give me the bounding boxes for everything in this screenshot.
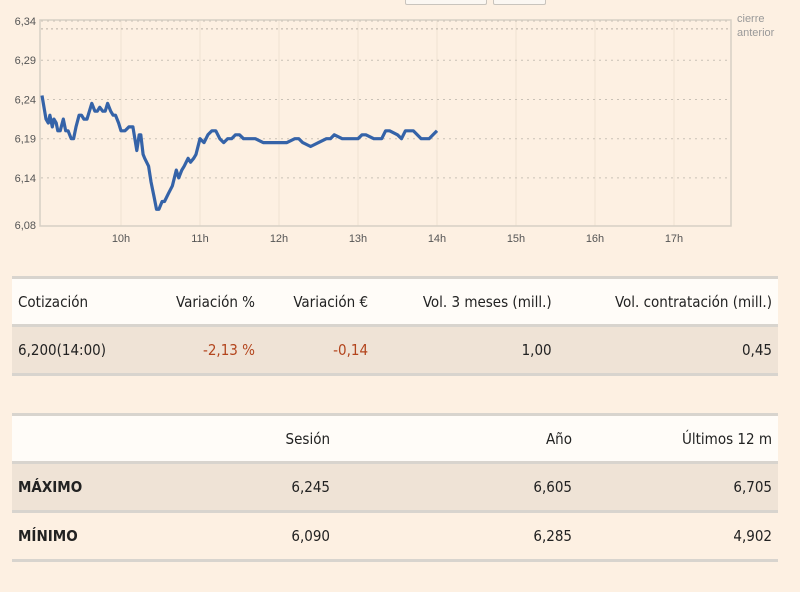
x-tick-label: 14h <box>428 233 446 245</box>
y-tick-label: 6,14 <box>15 173 36 185</box>
intraday-price-chart: 6,34 6,29 6,24 6,19 6,14 6,08 10h 11h 12h 13h 14h… <box>15 16 732 245</box>
col-variacion-pct: Variación % <box>176 292 255 311</box>
minimo-12m: 4,902 <box>733 527 772 545</box>
minimo-sesion: 6,090 <box>291 527 330 545</box>
cotizacion-value: 6,200(14:00) <box>18 341 107 359</box>
x-tick-label: 11h <box>191 233 209 245</box>
previous-close-note: cierre anterior <box>737 13 775 39</box>
y-axis-ticks: 6,34 6,29 6,24 6,19 6,14 6,08 <box>15 16 36 232</box>
col-ultimos-12m: Últimos 12 m <box>682 429 772 448</box>
x-tick-label: 17h <box>665 233 683 245</box>
table-row-minimo: MÍNIMO 6,090 6,285 4,902 <box>12 511 778 561</box>
quote-row: 6,200(14:00) -2,13 % -0,14 1,00 0,45 <box>12 325 778 375</box>
chart-range-button-2[interactable] <box>493 0 546 5</box>
y-tick-label: 6,08 <box>15 220 36 232</box>
col-cotizacion: Cotización <box>18 292 89 311</box>
row-label: MÍNIMO <box>18 527 78 545</box>
plot-area-border <box>39 19 732 227</box>
col-sesion: Sesión <box>285 429 330 448</box>
table-row-maximo: MÁXIMO 6,245 6,605 6,705 <box>12 462 778 512</box>
variacion-eur-value: -0,14 <box>333 341 369 359</box>
vol-3-meses-value: 1,00 <box>521 341 552 359</box>
col-vol-contratacion: Vol. contratación (mill.) <box>614 292 772 311</box>
range-table: Sesión Año Últimos 12 m MÁXIMO 6,245 6,6… <box>12 413 778 562</box>
quote-table: Cotización Variación % Variación € Vol. … <box>12 276 778 376</box>
y-tick-label: 6,19 <box>15 134 36 146</box>
x-tick-label: 16h <box>586 233 604 245</box>
maximo-ano: 6,605 <box>533 478 572 496</box>
minimo-ano: 6,285 <box>533 527 572 545</box>
col-vol-3-meses: Vol. 3 meses (mill.) <box>422 292 552 311</box>
x-axis-ticks: 10h 11h 12h 13h 14h 15h 16h 17h <box>112 233 683 245</box>
y-tick-label: 6,34 <box>15 16 36 28</box>
col-variacion-eur: Variación € <box>293 292 369 311</box>
vol-contratacion-value: 0,45 <box>741 341 772 359</box>
price-line <box>40 95 439 211</box>
chart-grid <box>41 20 730 226</box>
maximo-sesion: 6,245 <box>291 478 330 496</box>
y-tick-label: 6,29 <box>15 55 36 67</box>
quote-table-header: Cotización Variación % Variación € Vol. … <box>12 277 778 326</box>
x-tick-label: 15h <box>507 233 525 245</box>
chart-range-button-1[interactable] <box>405 0 487 5</box>
variacion-pct-value: -2,13 % <box>202 341 255 359</box>
x-tick-label: 13h <box>349 233 367 245</box>
x-tick-label: 12h <box>270 233 288 245</box>
row-label: MÁXIMO <box>18 478 83 496</box>
maximo-12m: 6,705 <box>733 478 772 496</box>
col-ano: Año <box>545 429 572 448</box>
range-table-header: Sesión Año Últimos 12 m <box>12 414 778 463</box>
y-tick-label: 6,24 <box>15 94 36 106</box>
x-tick-label: 10h <box>112 233 130 245</box>
col-blank <box>12 415 164 463</box>
